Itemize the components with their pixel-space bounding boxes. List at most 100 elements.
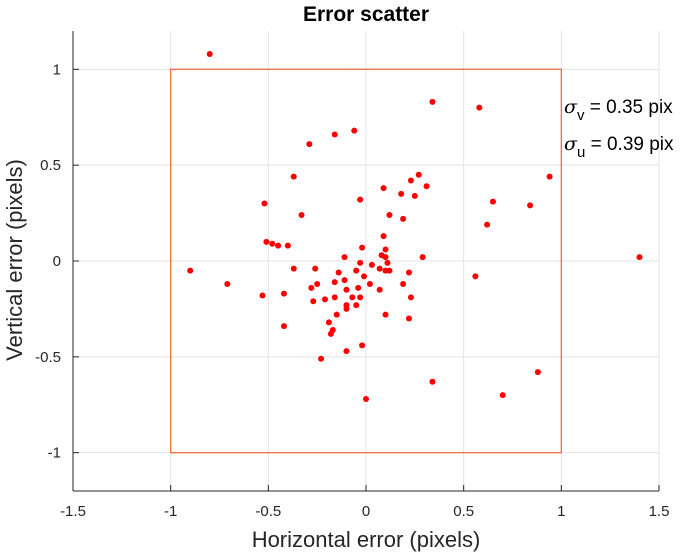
chart-title: Error scatter: [303, 3, 429, 26]
sigma-u-subscript: u: [577, 144, 585, 161]
scatter-point-11: [380, 185, 387, 192]
svg-text:σu = 0.39 pix: σu = 0.39 pix: [564, 133, 674, 161]
scatter-point-31: [341, 254, 348, 261]
y-tick-label-1: -0.5: [35, 349, 61, 366]
x-tick-label-6: 1.5: [649, 503, 670, 520]
scatter-point-55: [308, 284, 315, 291]
scatter-point-8: [415, 171, 422, 178]
scatter-point-18: [298, 212, 305, 218]
scatter-point-22: [380, 233, 387, 240]
scatter-point-76: [343, 348, 350, 355]
scatter-point-52: [366, 281, 373, 287]
scatter-point-27: [382, 246, 389, 253]
scatter-point-37: [312, 265, 319, 272]
scatter-point-7: [546, 173, 553, 180]
scatter-point-62: [349, 294, 356, 301]
scatter-point-20: [400, 215, 407, 222]
scatter-point-75: [327, 330, 334, 337]
scatter-point-81: [499, 392, 506, 399]
data-points: [187, 51, 643, 402]
sigma-u-symbol: σ: [564, 133, 578, 155]
scatter-point-21: [484, 221, 491, 228]
scatter-point-24: [269, 240, 276, 247]
scatter-point-3: [351, 127, 358, 134]
scatter-point-26: [284, 242, 291, 249]
scatter-point-6: [290, 173, 297, 180]
scatter-point-25: [275, 242, 282, 249]
y-tick-label-3: 0.5: [40, 157, 61, 174]
sigma-v-annotation: σv = 0.35 pix: [564, 96, 673, 124]
unit-box: [170, 68, 562, 454]
scatter-point-79: [534, 369, 541, 376]
scatter-point-63: [407, 294, 414, 301]
scatter-point-69: [343, 305, 350, 312]
scatter-point-1: [429, 98, 436, 105]
scatter-point-35: [384, 259, 391, 266]
bounding-box: [170, 68, 562, 454]
scatter-point-77: [318, 355, 325, 362]
scatter-point-43: [386, 267, 393, 274]
scatter-point-41: [376, 265, 383, 272]
scatter-point-51: [314, 281, 321, 287]
scatter-point-47: [361, 273, 368, 280]
x-tick-label-5: 1: [557, 503, 565, 520]
scatter-point-9: [407, 177, 414, 184]
scatter-point-4: [331, 131, 338, 138]
tick-labels: -1.5 -1 -0.5 0 0.5 1 1.5 -1 -0.5 0 0.5 1: [35, 61, 669, 520]
scatter-point-15: [357, 196, 364, 203]
scatter-point-65: [321, 296, 328, 303]
scatter-point-57: [343, 286, 350, 293]
scatter-point-45: [335, 269, 342, 276]
svg-text:σv = 0.35 pix: σv = 0.35 pix: [564, 96, 673, 124]
y-tick-label-4: 1: [53, 61, 61, 78]
scatter-point-46: [341, 277, 348, 284]
scatter-point-34: [357, 259, 364, 266]
y-tick-label-0: -1: [48, 445, 61, 462]
scatter-point-49: [472, 273, 479, 280]
scatter-point-60: [357, 294, 364, 301]
scatter-point-44: [405, 269, 412, 276]
scatter-point-38: [187, 267, 194, 274]
tick-marks: [72, 68, 660, 491]
x-tick-label-4: 0.5: [453, 503, 474, 520]
x-tick-label-2: -0.5: [255, 503, 281, 520]
scatter-point-2: [476, 104, 483, 111]
x-axis-label: Horizontal error (pixels): [252, 527, 481, 552]
sigma-u-annotation: σu = 0.39 pix: [564, 133, 674, 161]
scatter-point-17: [411, 192, 418, 199]
scatter-point-48: [331, 279, 338, 286]
sigma-v-subscript: v: [577, 107, 585, 124]
sigma-u-value: = 0.39 pix: [585, 134, 674, 155]
sigma-v-value: = 0.35 pix: [584, 97, 673, 118]
scatter-point-14: [527, 202, 534, 209]
scatter-point-19: [386, 212, 393, 218]
scatter-point-72: [325, 319, 332, 326]
scatter-point-33: [636, 254, 643, 261]
scatter-point-12: [261, 200, 268, 207]
scatter-point-23: [263, 238, 270, 245]
scatter-point-30: [359, 244, 366, 251]
scatter-point-70: [333, 311, 340, 318]
scatter-point-59: [259, 292, 266, 299]
scatter-point-36: [290, 265, 297, 272]
y-axis-label: Vertical error (pixels): [2, 159, 27, 361]
scatter-point-16: [398, 190, 405, 197]
x-tick-label-3: 0: [362, 503, 370, 520]
scatter-point-40: [353, 267, 360, 274]
scatter-point-73: [280, 323, 287, 330]
scatter-point-50: [224, 281, 231, 287]
scatter-point-13: [489, 198, 496, 205]
scatter-point-64: [310, 298, 317, 305]
scatter-point-78: [359, 342, 366, 349]
y-tick-label-2: 0: [53, 253, 61, 270]
scatter-point-53: [355, 284, 362, 291]
scatter-point-54: [400, 281, 407, 287]
scatter-point-67: [353, 302, 360, 309]
scatter-point-5: [306, 141, 313, 148]
x-tick-label-1: -1: [164, 503, 177, 520]
sigma-v-symbol: σ: [564, 96, 578, 118]
scatter-point-71: [405, 315, 412, 322]
scatter-point-0: [206, 51, 213, 57]
scatter-point-10: [423, 183, 430, 190]
